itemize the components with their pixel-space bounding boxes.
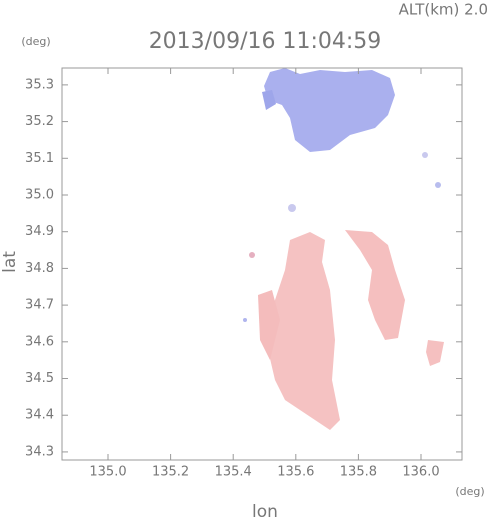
echo-region	[249, 252, 255, 258]
x-tick-label: 136.0	[402, 465, 439, 480]
altitude-label: ALT(km) 2.0	[399, 1, 488, 19]
echo-region	[426, 340, 444, 366]
y-tick-label: 34.9	[25, 224, 54, 239]
x-unit: (deg)	[455, 485, 484, 498]
echo-region	[265, 232, 340, 430]
chart-title: 2013/09/16 11:04:59	[149, 29, 382, 54]
y-tick-label: 35.0	[25, 187, 54, 202]
echo-region	[435, 182, 441, 188]
y-tick-label: 34.6	[25, 334, 54, 349]
y-tick-label: 35.3	[25, 77, 54, 92]
y-tick-label: 35.2	[25, 114, 54, 129]
y-unit: (deg)	[21, 35, 50, 48]
x-axis-label: lon	[252, 502, 278, 521]
echo-region	[288, 204, 296, 212]
y-tick-label: 34.5	[25, 371, 54, 386]
echo-region	[422, 152, 428, 158]
echo-region	[243, 318, 247, 322]
echo-region	[264, 68, 395, 152]
y-tick-label: 34.8	[25, 261, 54, 276]
x-tick-label: 135.8	[340, 465, 377, 480]
x-tick-label: 135.6	[277, 465, 314, 480]
echo-region	[345, 230, 405, 340]
y-tick-label: 35.1	[25, 151, 54, 166]
x-tick-label: 135.4	[215, 465, 252, 480]
y-tick-label: 34.4	[25, 408, 54, 423]
x-tick-label: 135.0	[89, 465, 126, 480]
y-tick-label: 34.7	[25, 298, 54, 313]
x-tick-label: 135.2	[152, 465, 189, 480]
y-tick-label: 34.3	[25, 444, 54, 459]
plot-frame	[61, 67, 463, 461]
echo-layer	[243, 68, 444, 430]
echo-region	[258, 290, 280, 360]
echo-region	[262, 90, 276, 110]
y-axis-label: lat	[0, 251, 20, 273]
